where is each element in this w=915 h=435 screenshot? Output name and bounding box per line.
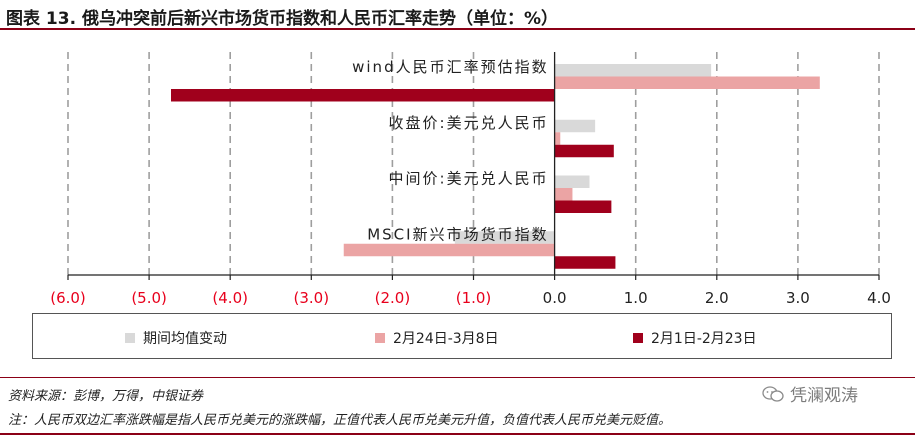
category-label: MSCI新兴市场货币指数 — [367, 225, 548, 243]
bar-before — [170, 89, 555, 102]
x-tick-label: 3.0 — [786, 289, 810, 307]
bottom-rule — [0, 433, 915, 435]
x-tick-label: 4.0 — [867, 289, 891, 307]
note-text: 注：人民币双边汇率涨跌幅是指人民币兑美元的涨跌幅，正值代表人民币兑美元升值，负值… — [8, 413, 672, 428]
legend-label-avg: 期间均值变动 — [143, 331, 227, 347]
category-label: 中间价:美元兑人民币 — [389, 170, 549, 188]
legend-swatch-before — [633, 333, 643, 343]
category-label: 收盘价:美元兑人民币 — [389, 114, 549, 132]
x-tick-label: (6.0) — [50, 289, 86, 307]
bar-avg — [454, 231, 555, 244]
x-tick-label: 0.0 — [543, 289, 567, 307]
bar-avg — [554, 64, 712, 77]
bar-before — [554, 144, 614, 158]
legend-item-after: 2月24日-3月8日 — [375, 328, 499, 348]
legend-label-before: 2月1日-2月23日 — [651, 331, 757, 347]
source-text: 资料来源：彭博，万得，中银证券 — [8, 389, 204, 404]
bar-after — [554, 132, 561, 145]
bar-before — [554, 200, 612, 213]
bar-avg — [554, 175, 590, 188]
bar-before — [554, 256, 616, 269]
bar-avg — [554, 119, 596, 133]
bar-after — [343, 243, 555, 257]
watermark-text: 凭澜观涛 — [790, 386, 858, 406]
legend-swatch-after — [375, 333, 385, 343]
x-tick-label: (4.0) — [212, 289, 248, 307]
watermark: 凭澜观涛 — [762, 381, 858, 406]
bar-after — [554, 76, 820, 89]
legend-item-avg: 期间均值变动 — [125, 328, 227, 348]
x-tick-label: (2.0) — [375, 289, 411, 307]
title-rule — [0, 28, 915, 30]
category-label: wind人民币汇率预估指数 — [352, 58, 548, 76]
x-tick-label: (1.0) — [456, 289, 492, 307]
legend: 期间均值变动 2月24日-3月8日 2月1日-2月23日 — [32, 313, 892, 359]
chart-title: 图表 13. 俄乌冲突前后新兴市场货币指数和人民币汇率走势（单位：%） — [6, 9, 558, 29]
footer-rule — [0, 377, 915, 378]
x-tick-label: 2.0 — [705, 289, 729, 307]
x-tick-label: (5.0) — [131, 289, 167, 307]
bar-after — [554, 188, 573, 201]
legend-item-before: 2月1日-2月23日 — [633, 328, 757, 348]
legend-swatch-avg — [125, 333, 135, 343]
wechat-icon — [762, 385, 784, 402]
x-tick-label: 1.0 — [624, 289, 648, 307]
legend-label-after: 2月24日-3月8日 — [393, 331, 499, 347]
x-tick-label: (3.0) — [294, 289, 330, 307]
